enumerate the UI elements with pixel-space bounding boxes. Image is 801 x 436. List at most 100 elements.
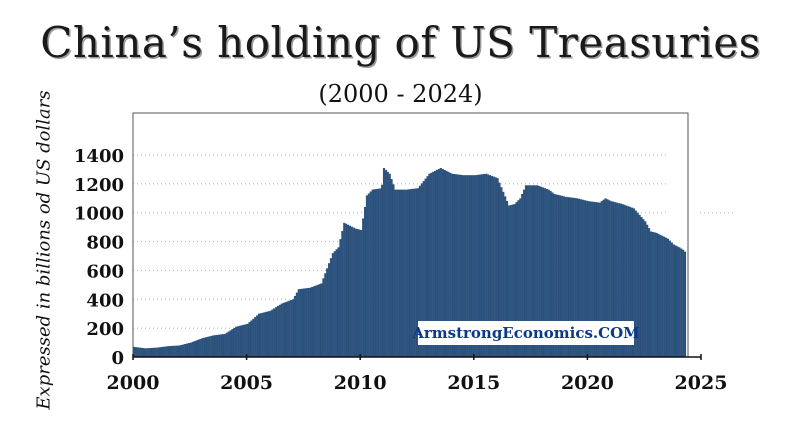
bar bbox=[523, 189, 526, 357]
bar bbox=[464, 175, 467, 357]
bar bbox=[184, 344, 187, 357]
bar bbox=[280, 303, 283, 357]
bar bbox=[138, 347, 141, 357]
bar bbox=[587, 201, 590, 357]
bar bbox=[475, 174, 478, 357]
bar bbox=[564, 196, 567, 357]
bar bbox=[148, 348, 151, 357]
bar bbox=[574, 198, 577, 357]
bar bbox=[680, 248, 683, 357]
bar bbox=[396, 189, 399, 357]
bar bbox=[293, 295, 296, 357]
bar bbox=[265, 311, 268, 357]
bar bbox=[163, 346, 166, 357]
bar bbox=[600, 201, 603, 357]
bar bbox=[613, 202, 616, 357]
bar bbox=[371, 189, 374, 357]
bar bbox=[517, 200, 520, 357]
bar bbox=[651, 231, 654, 357]
bar bbox=[572, 197, 575, 357]
axes bbox=[132, 354, 702, 360]
bar bbox=[337, 247, 340, 357]
bar bbox=[653, 232, 656, 357]
bar bbox=[435, 169, 438, 357]
bar bbox=[504, 196, 507, 357]
x-tick-label: 2025 bbox=[675, 372, 728, 394]
bar bbox=[392, 184, 395, 357]
bar bbox=[462, 175, 465, 357]
bar bbox=[276, 306, 279, 357]
bar bbox=[555, 194, 558, 357]
bar bbox=[507, 205, 510, 357]
bar bbox=[398, 189, 401, 357]
bar bbox=[227, 331, 230, 357]
bar bbox=[540, 186, 543, 357]
bar bbox=[647, 228, 651, 357]
bar bbox=[172, 345, 175, 357]
bar bbox=[221, 334, 225, 357]
bar bbox=[568, 197, 571, 357]
bar bbox=[189, 342, 192, 357]
bar bbox=[257, 313, 260, 357]
bar bbox=[178, 345, 181, 357]
bar bbox=[676, 246, 679, 357]
bar bbox=[187, 343, 190, 357]
x-tick-label: 2000 bbox=[107, 372, 160, 394]
bar bbox=[182, 344, 185, 357]
bar bbox=[144, 348, 147, 357]
bar bbox=[615, 202, 618, 357]
bar bbox=[399, 189, 402, 357]
bar bbox=[237, 326, 240, 357]
bar bbox=[617, 203, 620, 357]
bar bbox=[511, 204, 514, 357]
y-tick-label: 400 bbox=[86, 290, 124, 311]
bar bbox=[301, 288, 304, 357]
bar bbox=[553, 193, 556, 357]
bar bbox=[384, 169, 387, 357]
bar bbox=[505, 200, 509, 357]
bar bbox=[346, 224, 349, 357]
x-tick-label: 2010 bbox=[334, 372, 387, 394]
bar bbox=[388, 173, 391, 357]
bar bbox=[589, 201, 592, 357]
bar bbox=[602, 199, 605, 357]
bar bbox=[496, 178, 499, 357]
bar bbox=[538, 186, 541, 357]
bar bbox=[295, 292, 298, 357]
bar bbox=[256, 315, 259, 357]
bar-series bbox=[133, 167, 687, 357]
bar bbox=[390, 179, 393, 357]
bar bbox=[170, 345, 173, 357]
bar bbox=[377, 188, 380, 357]
bar bbox=[557, 194, 560, 357]
bar bbox=[471, 175, 474, 357]
bar bbox=[468, 175, 471, 357]
bar bbox=[593, 201, 596, 357]
bar bbox=[498, 182, 501, 357]
bar bbox=[668, 240, 671, 357]
bar bbox=[134, 347, 137, 357]
bar bbox=[208, 336, 211, 357]
bar bbox=[612, 201, 615, 357]
bar bbox=[299, 288, 302, 357]
bar bbox=[456, 174, 459, 357]
bar bbox=[405, 189, 408, 357]
bar bbox=[439, 167, 442, 357]
bar bbox=[422, 180, 425, 357]
bar bbox=[509, 205, 512, 357]
bar bbox=[492, 176, 495, 357]
watermark: ArmstrongEconomics.COM bbox=[411, 321, 640, 345]
bar bbox=[473, 175, 476, 357]
bar bbox=[541, 187, 544, 357]
bar bbox=[186, 343, 189, 357]
bar bbox=[242, 324, 245, 357]
bar bbox=[348, 225, 351, 357]
bar bbox=[284, 302, 287, 357]
bar bbox=[386, 171, 389, 357]
y-tick-label: 1400 bbox=[74, 146, 124, 167]
bar bbox=[282, 302, 285, 357]
bar bbox=[634, 210, 637, 357]
x-tick-label: 2015 bbox=[447, 372, 500, 394]
watermark-background bbox=[418, 321, 634, 345]
bar bbox=[210, 335, 213, 357]
